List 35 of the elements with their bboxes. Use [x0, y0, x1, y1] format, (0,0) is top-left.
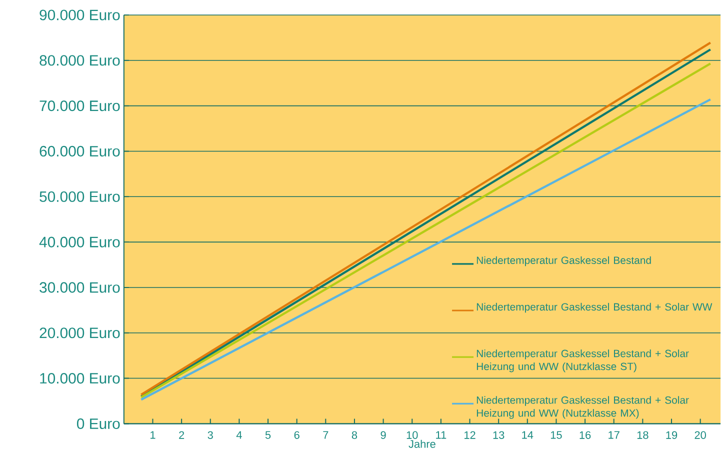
- x-tick-label: 1: [150, 431, 156, 439]
- y-tick-label: 0 Euro: [76, 418, 120, 430]
- legend-label: Niedertemperatur Gaskessel Bestand + Solar Heizung und WW (Nutzklasse ST): [476, 350, 689, 372]
- x-tick-label: 12: [464, 431, 476, 440]
- x-tick-label: 10: [406, 431, 418, 440]
- x-tick-label: 9: [380, 431, 386, 440]
- x-tick-label: 2: [179, 431, 184, 440]
- y-tick-label: 20.000 Euro: [40, 328, 120, 338]
- x-tick-label: 8: [352, 431, 358, 440]
- y-tick-label: 50.000 Euro: [40, 192, 120, 202]
- x-tick-label: 4: [236, 431, 242, 439]
- legend-label: Niedertemperatur Gaskessel Bestand + Solar Heizung und WW (Nutzklasse MX): [476, 396, 689, 419]
- legend-label: Niedertemperatur Gaskessel Bestand: [476, 256, 651, 266]
- x-tick-label: 11: [436, 431, 446, 439]
- x-tick-label: 18: [637, 431, 648, 440]
- x-tick-label: 20: [694, 431, 706, 440]
- x-tick-label: 17: [608, 431, 620, 439]
- y-tick-label: 30.000 Euro: [40, 282, 120, 293]
- x-tick-label: 14: [522, 431, 534, 439]
- legend-label: Niedertemperatur Gaskessel Bestand + Solar WW: [476, 303, 712, 313]
- x-tick-label: 13: [493, 431, 504, 440]
- y-tick-label: 60.000 Euro: [40, 146, 120, 157]
- x-axis-title: Jahre: [408, 440, 436, 448]
- x-tick-label: 5: [265, 431, 271, 439]
- y-tick-label: 10.000 Euro: [40, 373, 120, 384]
- y-tick-label: 40.000 Euro: [39, 236, 120, 248]
- x-tick-label: 16: [580, 431, 591, 440]
- x-tick-label: 19: [666, 431, 678, 440]
- y-tick-label: 90.000 Euro: [40, 10, 120, 20]
- y-tick-label: 80.000 Euro: [40, 55, 120, 66]
- y-tick-label: 70.000 Euro: [40, 100, 120, 112]
- x-tick-label: 15: [550, 431, 562, 439]
- x-tick-label: 6: [294, 431, 300, 440]
- x-tick-label: 3: [208, 431, 213, 440]
- x-tick-label: 7: [323, 431, 328, 439]
